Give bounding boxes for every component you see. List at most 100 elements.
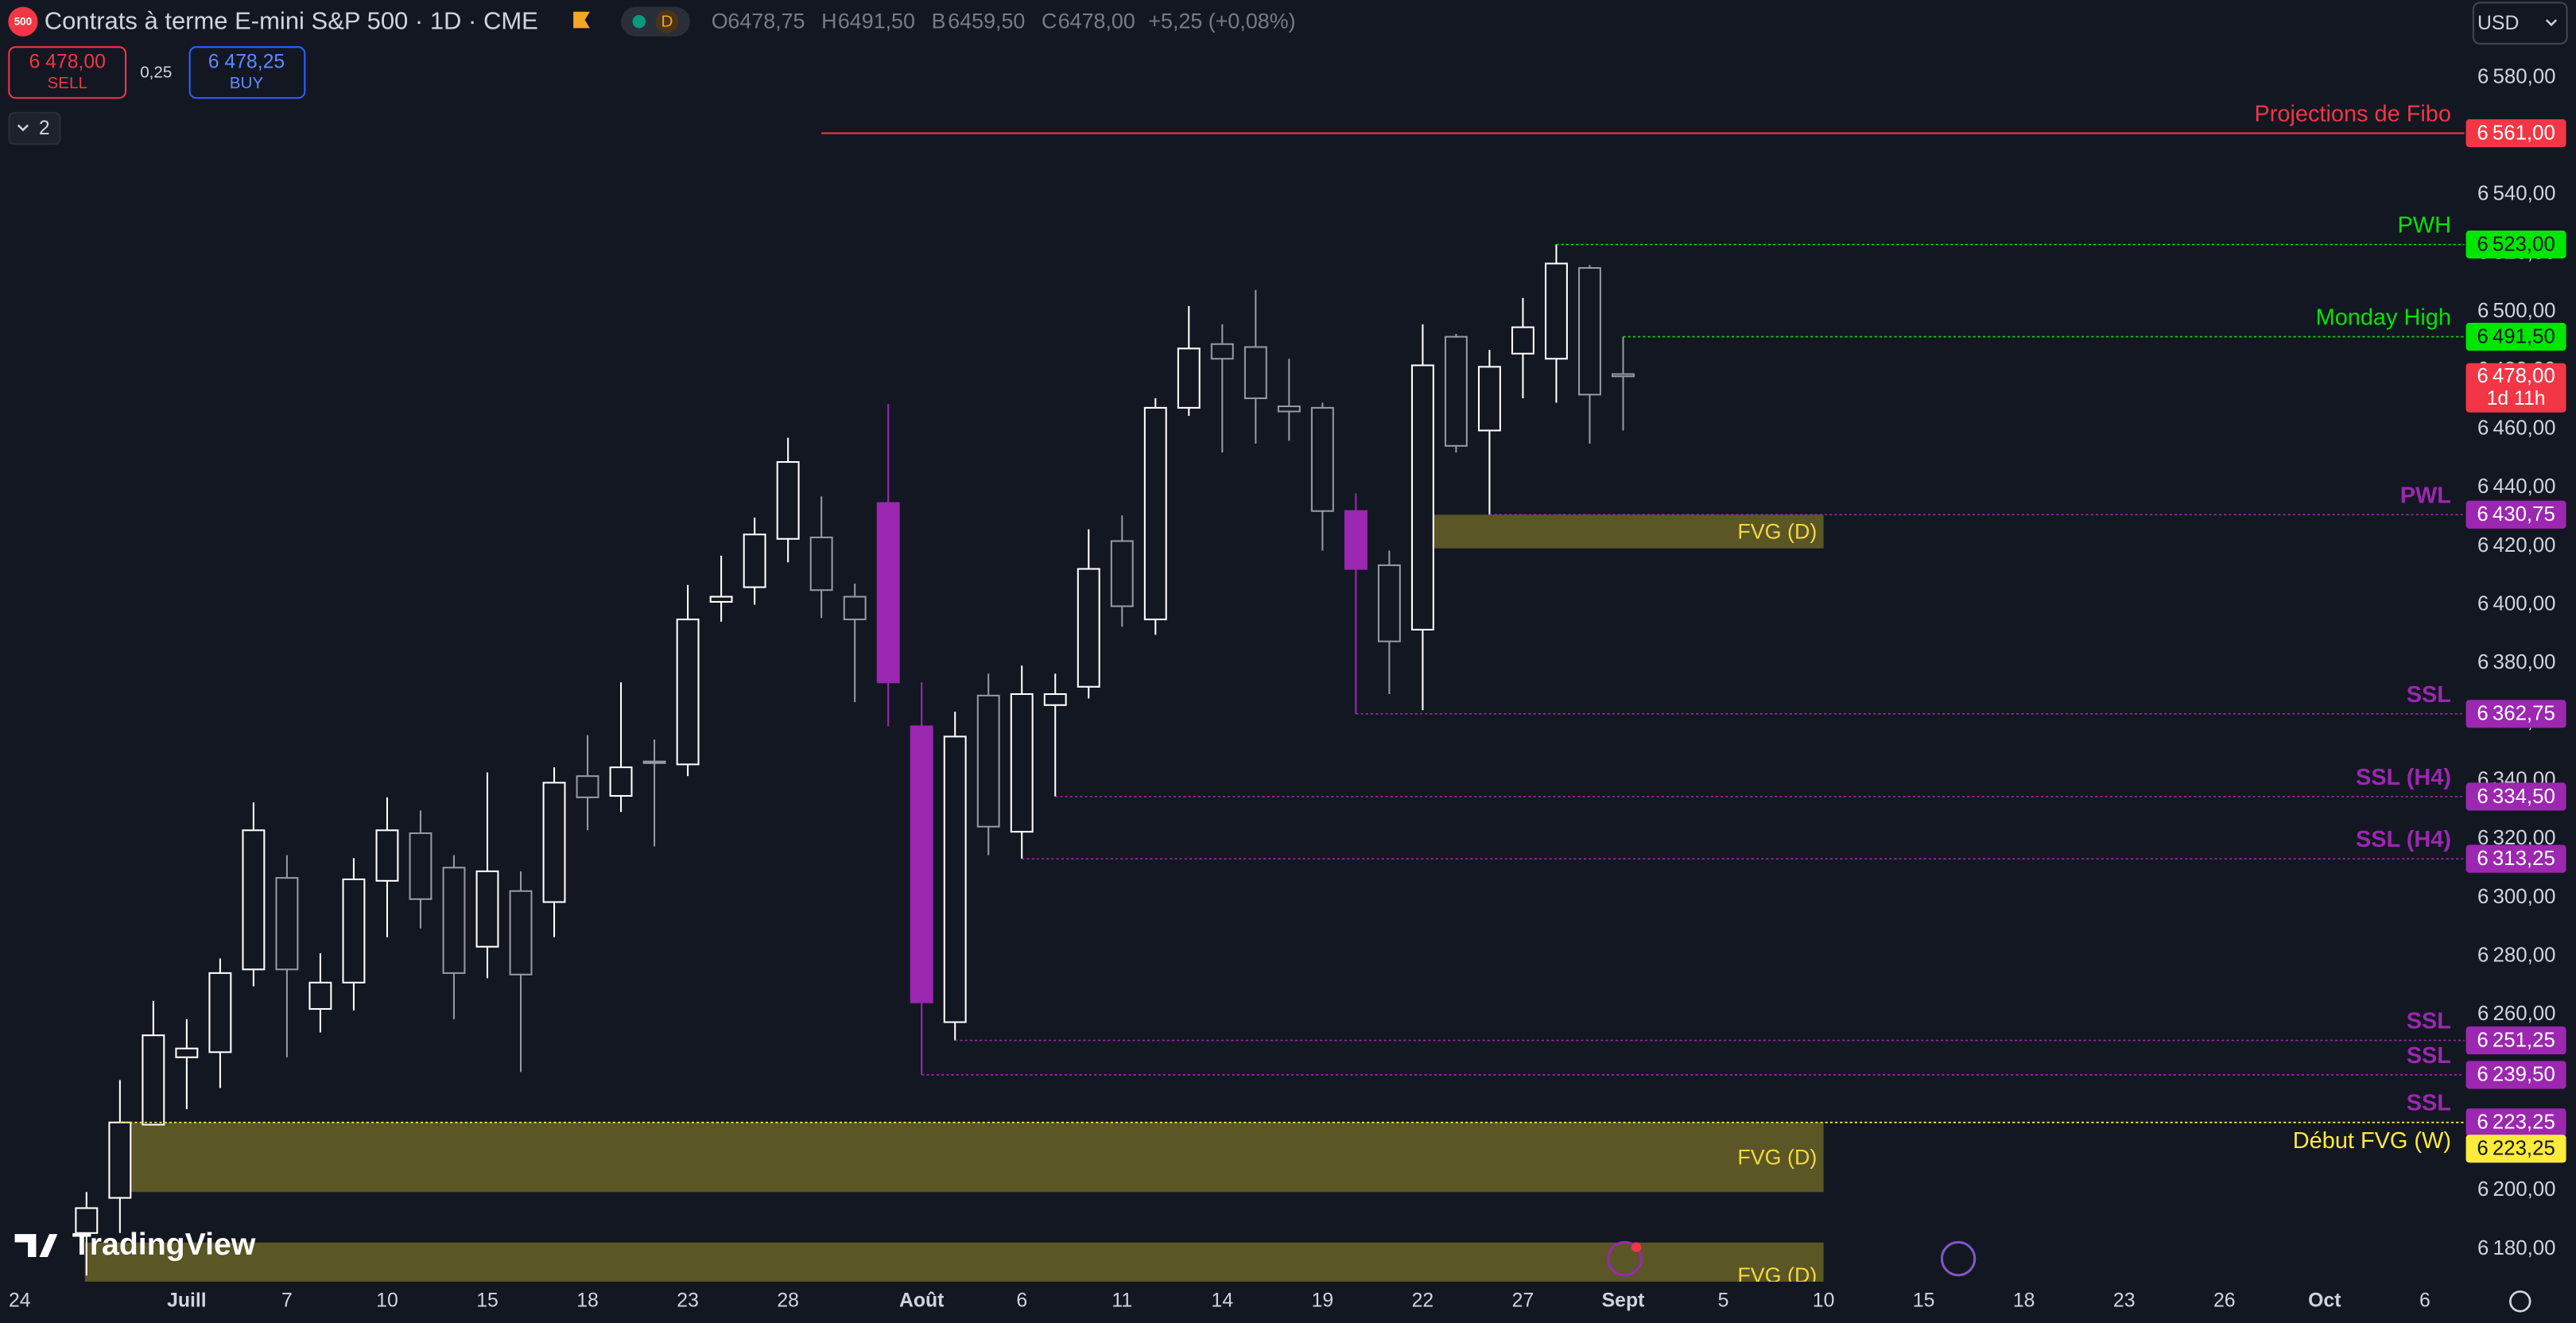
toolbar: 500 Contrats à terme E-mini S&P 500 · 1D… (8, 2, 2568, 1313)
candle-body (242, 829, 266, 971)
ohlc-value: 6478,00 (1058, 9, 1135, 33)
y-tick-label: 6 280,00 (2477, 945, 2555, 967)
candle-body (676, 619, 700, 766)
event-icon[interactable] (1940, 1240, 1977, 1277)
buy-label: BUY (230, 74, 264, 92)
price-tag (2465, 1108, 2566, 1137)
x-tick-label: 6 (2419, 1290, 2431, 1311)
level-label: SSL (2407, 1043, 2451, 1069)
x-tick-label: 11 (1111, 1290, 1132, 1311)
x-tick-label: 5 (1718, 1290, 1729, 1311)
x-tick-label: 26 (2213, 1290, 2236, 1311)
candle-body (1177, 347, 1201, 409)
badge-text: D (661, 13, 673, 31)
event-icon[interactable] (1607, 1240, 1643, 1277)
candle-body (1612, 373, 1635, 378)
candle-body (943, 735, 967, 1023)
candle-body (142, 1034, 165, 1126)
candle-body (1477, 366, 1501, 432)
price-tag-text: 6 561,00 (2477, 122, 2555, 144)
x-tick-label: 18 (2013, 1290, 2035, 1311)
ohlc-key: B (932, 9, 946, 33)
fvg-zone (118, 1122, 1824, 1193)
candle-body (509, 890, 533, 976)
candle-body (475, 870, 499, 948)
logo-text: 500 (14, 16, 32, 28)
y-tick-label: 6 380,00 (2477, 651, 2555, 673)
candle-body (1444, 336, 1468, 447)
candle-body (1077, 568, 1100, 688)
zone-label: FVG (D) (1737, 520, 1817, 544)
candle-body (809, 536, 833, 592)
symbol-title[interactable]: Contrats à terme E-mini S&P 500 · 1D · C… (45, 6, 538, 34)
y-tick-label: 6 200,00 (2477, 1178, 2555, 1201)
brand-logo (14, 1234, 58, 1258)
level-label: Projections de Fibo (2255, 101, 2451, 126)
y-tick-label: 6 420,00 (2477, 534, 2555, 557)
candle-body (375, 829, 399, 882)
brand: TradingView (72, 1227, 256, 1262)
buy-price: 6 478,25 (208, 51, 285, 72)
candle-body (1545, 262, 1568, 360)
x-tick-label: 15 (1913, 1290, 1935, 1311)
price-axis: 6 180,006 200,006 220,006 240,006 260,00… (2465, 65, 2566, 1259)
spread: 0,25 (140, 64, 172, 82)
candle-body (576, 775, 599, 798)
candle-body (409, 832, 433, 900)
y-tick-label: 6 180,00 (2477, 1237, 2555, 1259)
buy-button[interactable] (188, 46, 306, 99)
y-tick-label: 6 440,00 (2477, 475, 2555, 498)
ohlc-value: 6459,50 (948, 9, 1025, 33)
badge (655, 10, 679, 33)
event-dot (1631, 1242, 1642, 1252)
price-tag-text: 6 313,25 (2477, 848, 2555, 870)
x-tick-label: 27 (1512, 1290, 1534, 1311)
price-tag (2465, 118, 2566, 148)
settings-icon[interactable] (2509, 1290, 2531, 1313)
level-label: SSL (H4) (2356, 765, 2451, 790)
symbol-logo (8, 6, 38, 37)
chevron (2545, 19, 2558, 27)
candle-body (743, 533, 766, 588)
candle-body (1243, 346, 1267, 399)
price-tag-text: 6 523,00 (2477, 233, 2555, 255)
ohlc-key: H (821, 9, 836, 33)
change: +5,25 (+0,08%) (1148, 9, 1295, 33)
candle-body (843, 596, 867, 621)
price-tag (2465, 1135, 2566, 1163)
level-label: PWL (2400, 483, 2451, 508)
candle-body (1110, 540, 1134, 607)
x-tick-label: Sept (1602, 1290, 1645, 1311)
sell-price: 6 478,00 (29, 51, 105, 72)
flag-icon[interactable] (573, 11, 590, 29)
sell-button[interactable] (8, 46, 127, 99)
candle-body (1344, 510, 1368, 570)
candle-body (910, 725, 933, 1003)
zone-label: FVG (D) (1737, 1263, 1817, 1287)
price-tag (2465, 500, 2566, 529)
level-label: Monday High (2316, 305, 2451, 330)
candle-body (709, 596, 733, 603)
candle-body (776, 461, 800, 540)
layout-toggle[interactable] (8, 111, 61, 145)
candle-body (1277, 405, 1301, 413)
chevron (17, 124, 29, 132)
price-tag (2465, 1026, 2566, 1055)
currency: USD (2477, 13, 2519, 34)
last-price: 6 478,00 (2477, 365, 2555, 387)
x-tick-label: Août (899, 1290, 944, 1311)
currency-select[interactable] (2472, 2, 2568, 45)
last-price-tag (2465, 363, 2566, 413)
candle-body (1511, 326, 1534, 355)
x-tick-label: 23 (2113, 1290, 2136, 1311)
y-tick-label: 6 300,00 (2477, 886, 2555, 908)
price-tag-text: 6 362,75 (2477, 703, 2555, 725)
price-tag (2465, 230, 2566, 259)
candle-body (1143, 406, 1167, 621)
x-tick-label: 10 (1813, 1290, 1835, 1311)
fvg-zone (84, 1242, 1824, 1282)
x-tick-label: 14 (1212, 1290, 1234, 1311)
candle-body (75, 1207, 99, 1234)
level-label: SSL (2407, 682, 2451, 708)
